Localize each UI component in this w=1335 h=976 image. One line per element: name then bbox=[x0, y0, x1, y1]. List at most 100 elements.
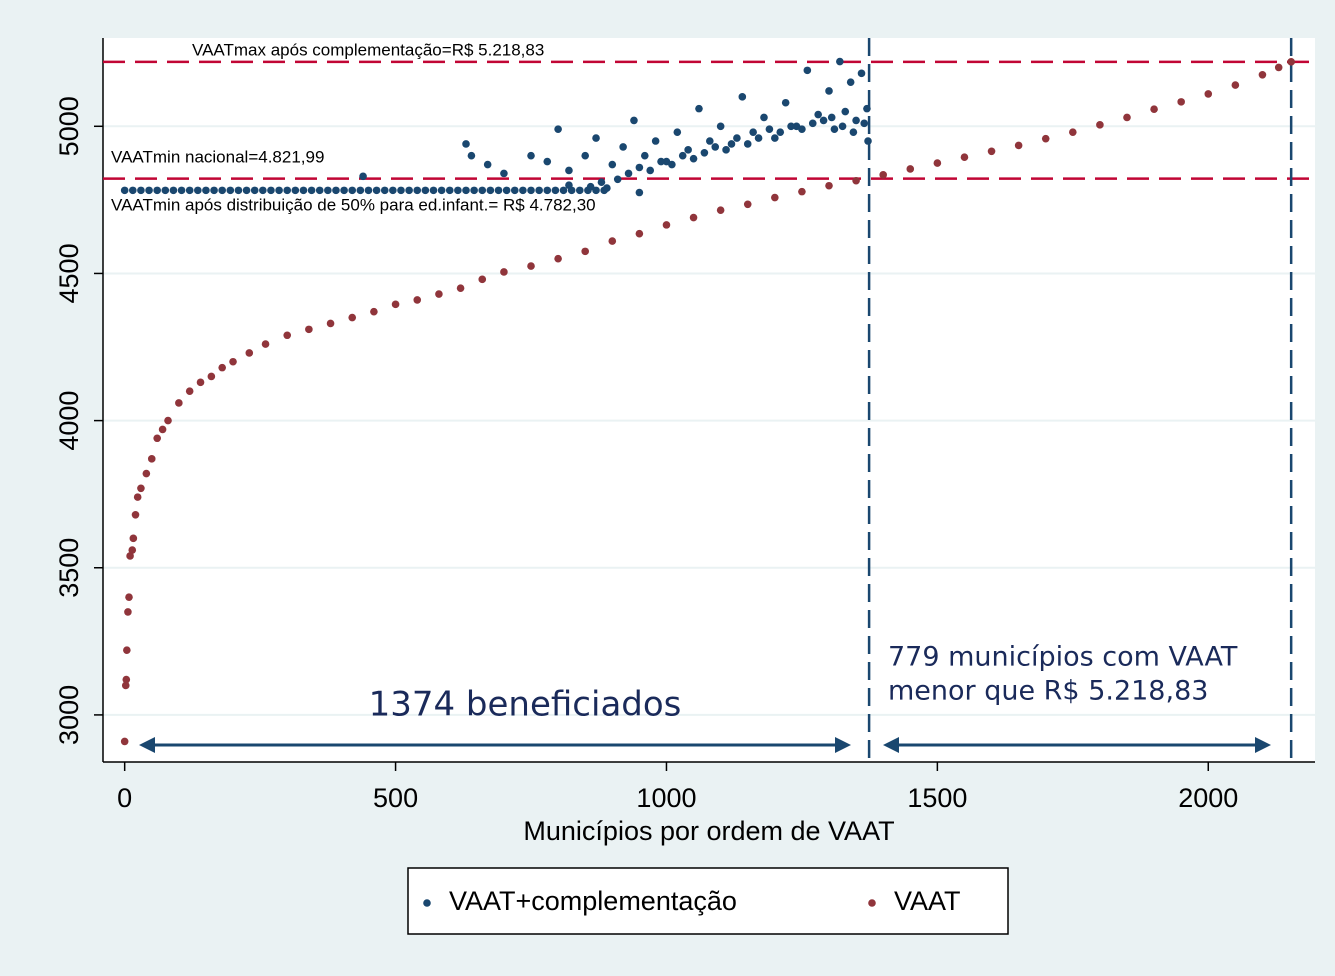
point bbox=[781, 98, 790, 107]
annotation: VAATmax após complementação=R$ 5.218,83 bbox=[192, 40, 544, 59]
point bbox=[137, 484, 145, 493]
point bbox=[462, 140, 470, 148]
point bbox=[299, 186, 308, 195]
point bbox=[678, 151, 687, 160]
point bbox=[125, 593, 133, 601]
point bbox=[370, 307, 378, 316]
point bbox=[454, 186, 462, 195]
point bbox=[486, 186, 495, 195]
point bbox=[421, 186, 430, 195]
point bbox=[527, 262, 535, 270]
point bbox=[307, 186, 316, 195]
point bbox=[825, 87, 833, 95]
point bbox=[242, 186, 251, 195]
point bbox=[808, 119, 817, 128]
point bbox=[559, 186, 568, 195]
point bbox=[470, 186, 478, 195]
point bbox=[879, 171, 887, 179]
point bbox=[771, 134, 779, 142]
annotation: VAATmin nacional=4.821,99 bbox=[111, 147, 324, 166]
point bbox=[283, 186, 292, 195]
point bbox=[478, 186, 487, 195]
point bbox=[543, 157, 552, 166]
point bbox=[185, 186, 194, 195]
point bbox=[250, 186, 259, 195]
y-tick-label: 3000 bbox=[54, 685, 84, 745]
point bbox=[852, 176, 860, 185]
point bbox=[1069, 128, 1077, 136]
point bbox=[535, 186, 543, 195]
point bbox=[348, 186, 357, 195]
legend-label: VAAT+complementação bbox=[449, 886, 737, 916]
point bbox=[814, 110, 822, 119]
point bbox=[1177, 98, 1185, 106]
annotation: menor que R$ 5.218,83 bbox=[888, 676, 1208, 707]
point bbox=[122, 675, 131, 684]
point bbox=[128, 546, 137, 554]
point bbox=[689, 154, 698, 163]
y-tick-label: 5000 bbox=[54, 96, 84, 156]
point bbox=[825, 181, 833, 190]
point bbox=[510, 186, 519, 195]
point bbox=[202, 186, 210, 195]
point bbox=[121, 681, 130, 690]
point bbox=[933, 159, 942, 167]
point bbox=[356, 186, 365, 195]
point bbox=[716, 206, 725, 214]
y-tick-label: 4500 bbox=[54, 243, 84, 303]
point bbox=[987, 147, 996, 156]
point bbox=[123, 646, 131, 654]
point bbox=[283, 331, 292, 340]
point bbox=[131, 510, 140, 519]
point bbox=[413, 296, 422, 304]
point bbox=[126, 552, 134, 560]
point bbox=[906, 165, 915, 173]
point bbox=[153, 434, 161, 443]
point bbox=[359, 172, 367, 181]
point bbox=[142, 469, 151, 478]
point bbox=[169, 186, 178, 195]
point bbox=[630, 116, 638, 125]
point bbox=[120, 737, 129, 746]
point bbox=[210, 186, 218, 195]
x-tick-label: 1000 bbox=[636, 783, 696, 813]
point bbox=[500, 268, 508, 276]
point bbox=[624, 169, 633, 178]
point bbox=[635, 188, 644, 197]
point bbox=[575, 186, 584, 195]
point bbox=[554, 125, 562, 134]
point bbox=[478, 275, 487, 284]
point bbox=[391, 300, 400, 309]
point bbox=[586, 182, 595, 191]
point bbox=[543, 186, 552, 195]
point bbox=[597, 178, 606, 187]
point bbox=[456, 284, 465, 292]
point bbox=[581, 151, 589, 160]
point bbox=[1150, 105, 1158, 114]
point bbox=[706, 137, 714, 145]
point bbox=[429, 186, 438, 195]
point bbox=[405, 186, 413, 195]
point bbox=[787, 122, 795, 131]
x-tick-label: 500 bbox=[373, 783, 418, 813]
point bbox=[196, 378, 205, 387]
point bbox=[836, 57, 844, 66]
point bbox=[462, 186, 470, 195]
point bbox=[716, 122, 725, 131]
point bbox=[743, 140, 752, 148]
point bbox=[194, 186, 202, 195]
point bbox=[340, 186, 348, 195]
point bbox=[733, 134, 741, 142]
point bbox=[743, 200, 752, 209]
point bbox=[646, 166, 655, 175]
point bbox=[226, 186, 235, 195]
point bbox=[673, 128, 682, 136]
point bbox=[120, 186, 129, 195]
point bbox=[326, 319, 335, 328]
point bbox=[185, 387, 194, 395]
point bbox=[849, 128, 858, 136]
point bbox=[372, 186, 381, 195]
point bbox=[527, 186, 535, 195]
point bbox=[145, 186, 153, 195]
point bbox=[175, 399, 183, 407]
